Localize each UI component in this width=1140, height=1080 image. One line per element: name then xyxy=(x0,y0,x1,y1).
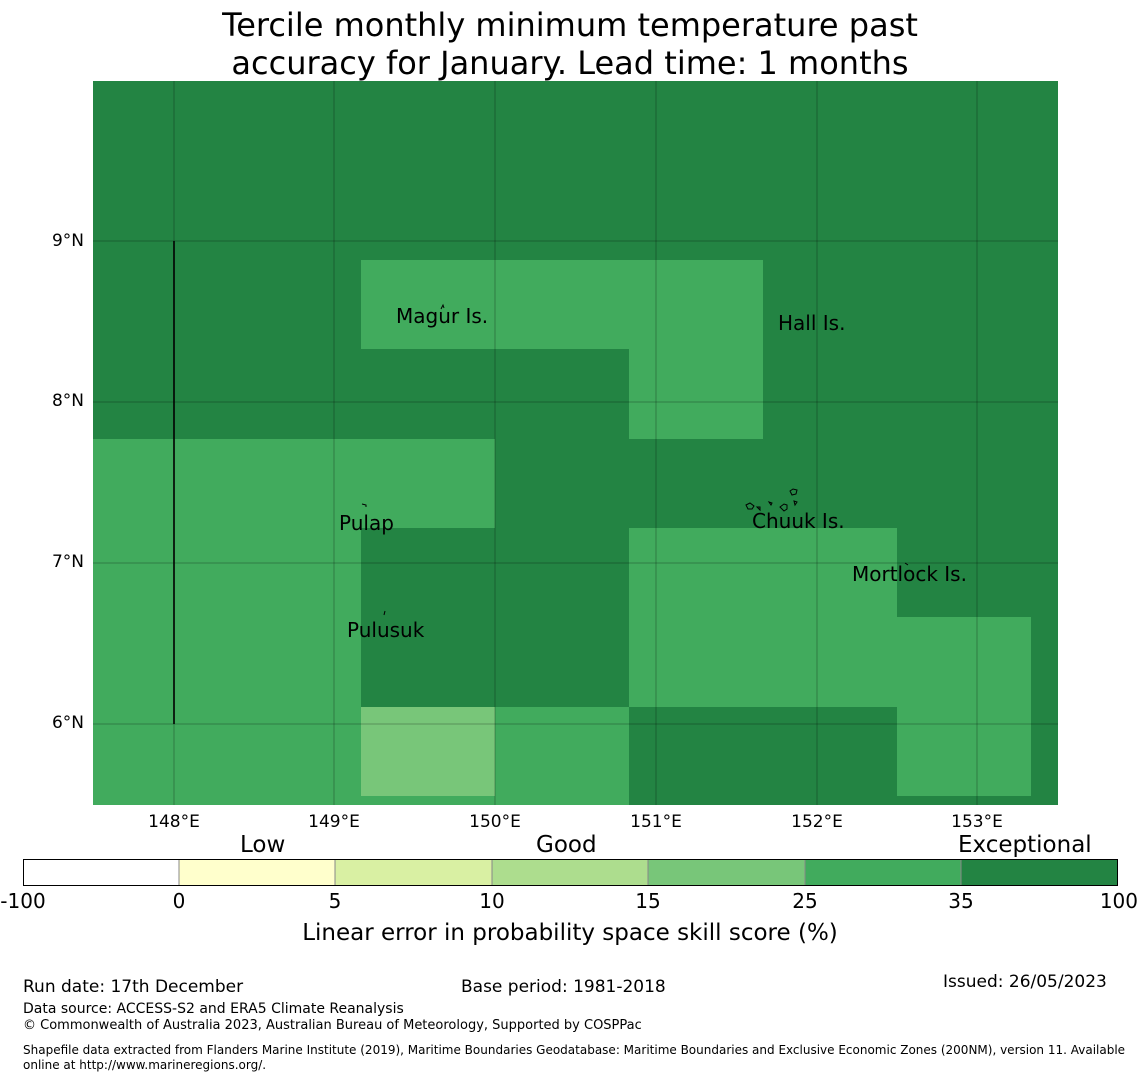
label-magur: Magur Is. xyxy=(396,304,488,328)
shapefile-credit: Shapefile data extracted from Flanders M… xyxy=(23,1043,1138,1073)
label-mortlock: Mortlock Is. xyxy=(852,562,967,586)
x-tick-152e: 152°E xyxy=(791,812,843,832)
skill-score-map: Magur Is. Hall Is. Pulap Chuuk Is. Mortl… xyxy=(93,81,1058,805)
island-magur xyxy=(440,303,445,310)
colorbar-category-exceptional: Exceptional xyxy=(958,832,1092,858)
y-tick-8n: 8°N xyxy=(51,391,84,411)
shapefile-credit-line-2: online at http://www.marineregions.org/. xyxy=(23,1058,267,1072)
y-tick-6n: 6°N xyxy=(51,713,84,733)
x-tick-148e: 148°E xyxy=(148,812,200,832)
map-cell-west-block xyxy=(93,528,361,805)
colorbar-category-low: Low xyxy=(240,832,286,858)
issued-date: Issued: 26/05/2023 xyxy=(943,972,1107,992)
colorbar-segment-5 xyxy=(648,859,805,886)
label-chuuk: Chuuk Is. xyxy=(752,509,845,533)
y-tick-7n: 7°N xyxy=(51,552,84,572)
shapefile-credit-line-1: Shapefile data extracted from Flanders M… xyxy=(23,1043,1126,1057)
colorbar-tick-15: 15 xyxy=(635,889,661,913)
map-cell-chuuk-south xyxy=(629,528,897,707)
map-cell-mortlock-south xyxy=(897,617,1031,796)
colorbar-tick-10: 10 xyxy=(479,889,505,913)
x-tick-153e: 153°E xyxy=(951,812,1003,832)
colorbar-tick-25: 25 xyxy=(792,889,818,913)
colorbar-segment-1 xyxy=(23,859,179,886)
colorbar-segment-4 xyxy=(492,859,648,886)
colorbar-tick-100: 100 xyxy=(1099,889,1138,913)
map-title: Tercile monthly minimum temperature past… xyxy=(0,6,1140,82)
colorbar-tick-5: 5 xyxy=(328,889,342,913)
x-tick-150e: 150°E xyxy=(469,812,521,832)
copyright: © Commonwealth of Australia 2023, Austra… xyxy=(23,1018,642,1033)
island-pulap xyxy=(361,503,367,507)
colorbar-segment-3 xyxy=(335,859,492,886)
island-chuuk xyxy=(745,488,909,566)
colorbar-tick-35: 35 xyxy=(948,889,974,913)
title-line-2: accuracy for January. Lead time: 1 month… xyxy=(231,44,909,82)
colorbar-tick-minus100: -100 xyxy=(0,889,46,913)
map-gridlines xyxy=(93,81,1058,805)
colorbar-frame xyxy=(23,859,1118,886)
colorbar-segment-2 xyxy=(179,859,335,886)
x-tick-149e: 149°E xyxy=(308,812,360,832)
map-cell-magur xyxy=(361,260,629,349)
map-cell-hall-west xyxy=(629,260,763,439)
colorbar-label: Linear error in probability space skill … xyxy=(302,920,838,946)
colorbar xyxy=(23,859,1118,886)
base-period: Base period: 1981-2018 xyxy=(461,977,666,997)
island-pulusuk xyxy=(383,610,386,616)
x-tick-151e: 151°E xyxy=(630,812,682,832)
map-cell-good xyxy=(361,707,495,796)
label-pulap: Pulap xyxy=(339,511,394,535)
map-cell-pulap-row xyxy=(93,439,495,528)
colorbar-segment-7 xyxy=(961,859,1117,886)
title-line-1: Tercile monthly minimum temperature past xyxy=(222,6,918,44)
colorbar-category-good: Good xyxy=(536,832,597,858)
colorbar-tick-0: 0 xyxy=(172,889,186,913)
run-date: Run date: 17th December xyxy=(23,977,244,997)
island-outlines xyxy=(361,303,909,616)
map-cell-south-exceptional xyxy=(629,707,897,796)
data-source: Data source: ACCESS-S2 and ERA5 Climate … xyxy=(23,1001,404,1017)
colorbar-segment-6 xyxy=(805,859,961,886)
y-tick-9n: 9°N xyxy=(51,231,84,251)
label-hall: Hall Is. xyxy=(778,311,845,335)
label-pulusuk: Pulusuk xyxy=(347,618,425,642)
